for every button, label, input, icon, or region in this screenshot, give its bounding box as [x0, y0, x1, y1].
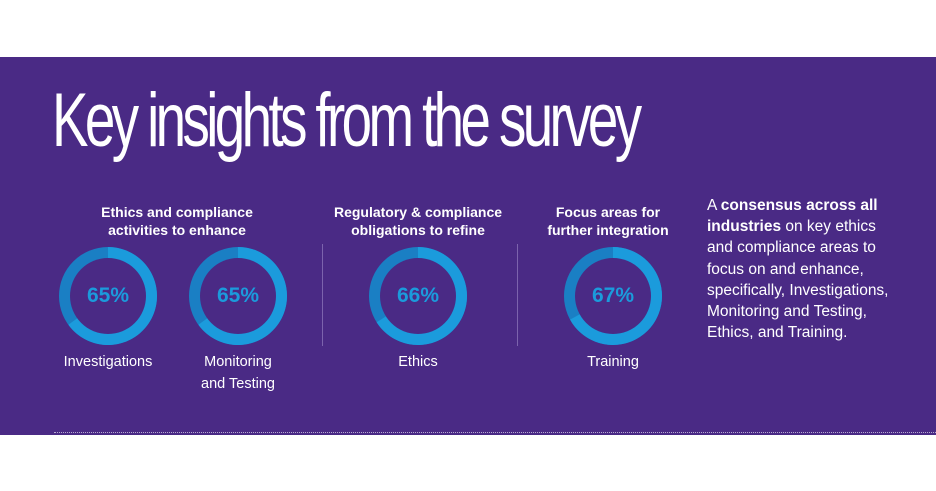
percent-label: 66%: [396, 284, 440, 307]
group-heading-ethics-compliance: Ethics and compliance activities to enha…: [101, 204, 253, 238]
percent-label: 67%: [591, 284, 635, 307]
donut-hole: [70, 258, 146, 334]
caption-training: Training: [587, 354, 639, 370]
donut-ring: [189, 247, 287, 345]
summary-emphasis: consensus across all industries: [707, 197, 878, 236]
caption-ethics: Ethics: [398, 354, 438, 370]
column-divider: [322, 244, 323, 346]
group-heading-regulatory: Regulatory & compliance obligations to r…: [333, 204, 503, 238]
banner-background: [0, 57, 936, 435]
donut-chart-monitoring-testing: 65%: [188, 246, 288, 346]
donut-ring: [369, 247, 467, 345]
caption-investigations: Investigations: [63, 354, 153, 370]
caption-monitoring-testing: Monitoring and Testing: [201, 354, 275, 392]
dotted-divider: [54, 432, 936, 433]
donut-hole: [380, 258, 456, 334]
group-heading-focus-areas: Focus areas for further integration: [547, 204, 669, 238]
column-divider: [517, 244, 518, 346]
donut-chart-ethics: 66%: [368, 246, 468, 346]
summary-text: A consensus across all industries on key…: [707, 195, 897, 343]
donut-ring: [59, 247, 157, 345]
percent-label: 65%: [216, 284, 260, 307]
summary-lead: A: [707, 197, 721, 214]
donut-ring: [564, 247, 662, 345]
percent-label: 65%: [86, 284, 130, 307]
donut-chart-training: 67%: [563, 246, 663, 346]
page-title: Key insights from the survey: [52, 78, 642, 163]
donut-hole: [575, 258, 651, 334]
donut-chart-investigations: 65%: [58, 246, 158, 346]
donut-hole: [200, 258, 276, 334]
summary-body: on key ethics and compliance areas to fo…: [707, 218, 889, 342]
